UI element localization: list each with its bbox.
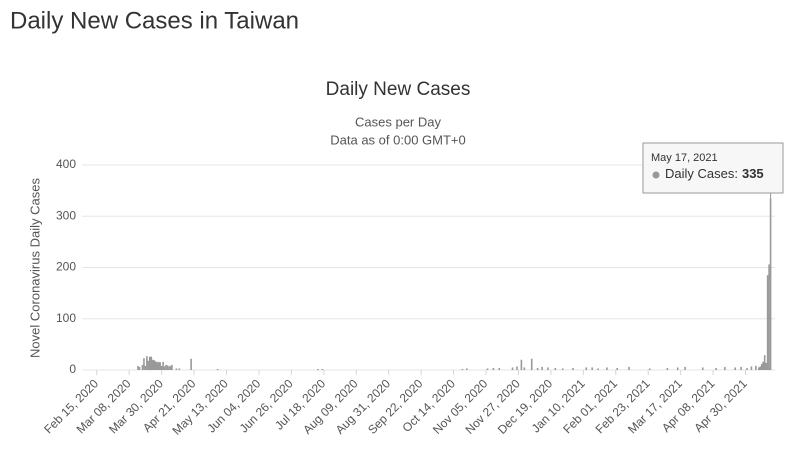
bar xyxy=(523,367,526,370)
bar xyxy=(547,367,549,370)
bar xyxy=(561,368,564,370)
tooltip-text: Daily Cases: 335 xyxy=(665,166,764,181)
bar xyxy=(750,366,753,370)
bar xyxy=(766,275,769,370)
bar xyxy=(141,364,144,370)
bar xyxy=(554,367,557,370)
y-tick-label: 300 xyxy=(56,208,76,222)
bar xyxy=(755,365,757,370)
tooltip-value: 335 xyxy=(742,166,764,181)
bar xyxy=(317,368,319,370)
bar xyxy=(536,367,539,370)
bar xyxy=(724,366,726,370)
bar xyxy=(144,365,147,370)
bar xyxy=(520,359,523,370)
chart-title: Daily New Cases xyxy=(326,79,471,100)
bar xyxy=(511,367,514,370)
bar xyxy=(666,367,669,370)
bar xyxy=(606,367,608,370)
bar xyxy=(149,356,151,370)
bar xyxy=(585,367,588,370)
bar xyxy=(486,368,489,370)
bar xyxy=(684,366,686,370)
chart-subtitle: Cases per Day xyxy=(355,114,441,129)
bar xyxy=(715,367,717,370)
bar xyxy=(541,366,543,370)
bar xyxy=(759,366,762,370)
bar xyxy=(137,365,139,370)
bar xyxy=(178,368,181,370)
bar xyxy=(175,368,178,370)
bar xyxy=(516,366,518,370)
bar xyxy=(216,368,219,370)
bar xyxy=(151,359,154,370)
bar xyxy=(156,362,158,370)
bar xyxy=(597,368,599,370)
bar xyxy=(591,367,593,370)
bar xyxy=(616,367,619,370)
bar xyxy=(171,364,173,370)
bar xyxy=(147,360,150,370)
tooltip-date: May 17, 2021 xyxy=(651,152,718,164)
bar xyxy=(160,365,163,370)
bar xyxy=(146,356,148,370)
bar xyxy=(572,367,574,370)
bar xyxy=(321,368,324,370)
tooltip-dot xyxy=(652,171,660,179)
bar xyxy=(765,362,767,370)
bar xyxy=(143,358,145,370)
bar xyxy=(165,364,167,370)
y-tick-label: 200 xyxy=(56,260,76,274)
bar xyxy=(740,366,742,370)
bar xyxy=(168,366,170,370)
bar xyxy=(768,264,770,370)
bar xyxy=(159,362,161,370)
bar xyxy=(153,360,156,370)
bar xyxy=(734,367,736,370)
bar xyxy=(498,367,501,370)
bar xyxy=(676,367,679,370)
bar xyxy=(762,361,765,370)
y-tick-label: 0 xyxy=(69,362,76,376)
bar xyxy=(492,367,495,370)
bar xyxy=(461,368,464,370)
bar xyxy=(169,365,172,370)
bar xyxy=(154,361,157,370)
bar xyxy=(466,368,468,370)
page-title: Daily New Cases in Taiwan xyxy=(10,7,299,34)
y-tick-label: 100 xyxy=(56,311,76,325)
tooltip-box xyxy=(642,142,784,194)
bar xyxy=(760,363,763,370)
bar xyxy=(628,366,630,370)
bar xyxy=(163,366,166,370)
chart-note: Data as of 0:00 GMT+0 xyxy=(330,132,465,147)
bar xyxy=(190,358,192,370)
y-tick-label: 400 xyxy=(56,157,76,171)
tooltip: May 17, 2021 Daily Cases: 335 xyxy=(642,142,784,194)
bar xyxy=(162,361,164,370)
tooltip-label: Daily Cases: xyxy=(665,166,738,181)
bar xyxy=(769,198,772,370)
bar xyxy=(138,366,141,370)
bar xyxy=(746,367,748,370)
bar xyxy=(701,367,704,370)
bar xyxy=(166,365,169,370)
bar xyxy=(157,361,160,370)
bar xyxy=(530,358,533,370)
bar xyxy=(757,367,760,370)
bar xyxy=(648,368,651,370)
bar xyxy=(150,356,153,370)
y-axis-label: Novel Coronavirus Daily Cases xyxy=(27,178,42,358)
bar xyxy=(763,355,766,370)
